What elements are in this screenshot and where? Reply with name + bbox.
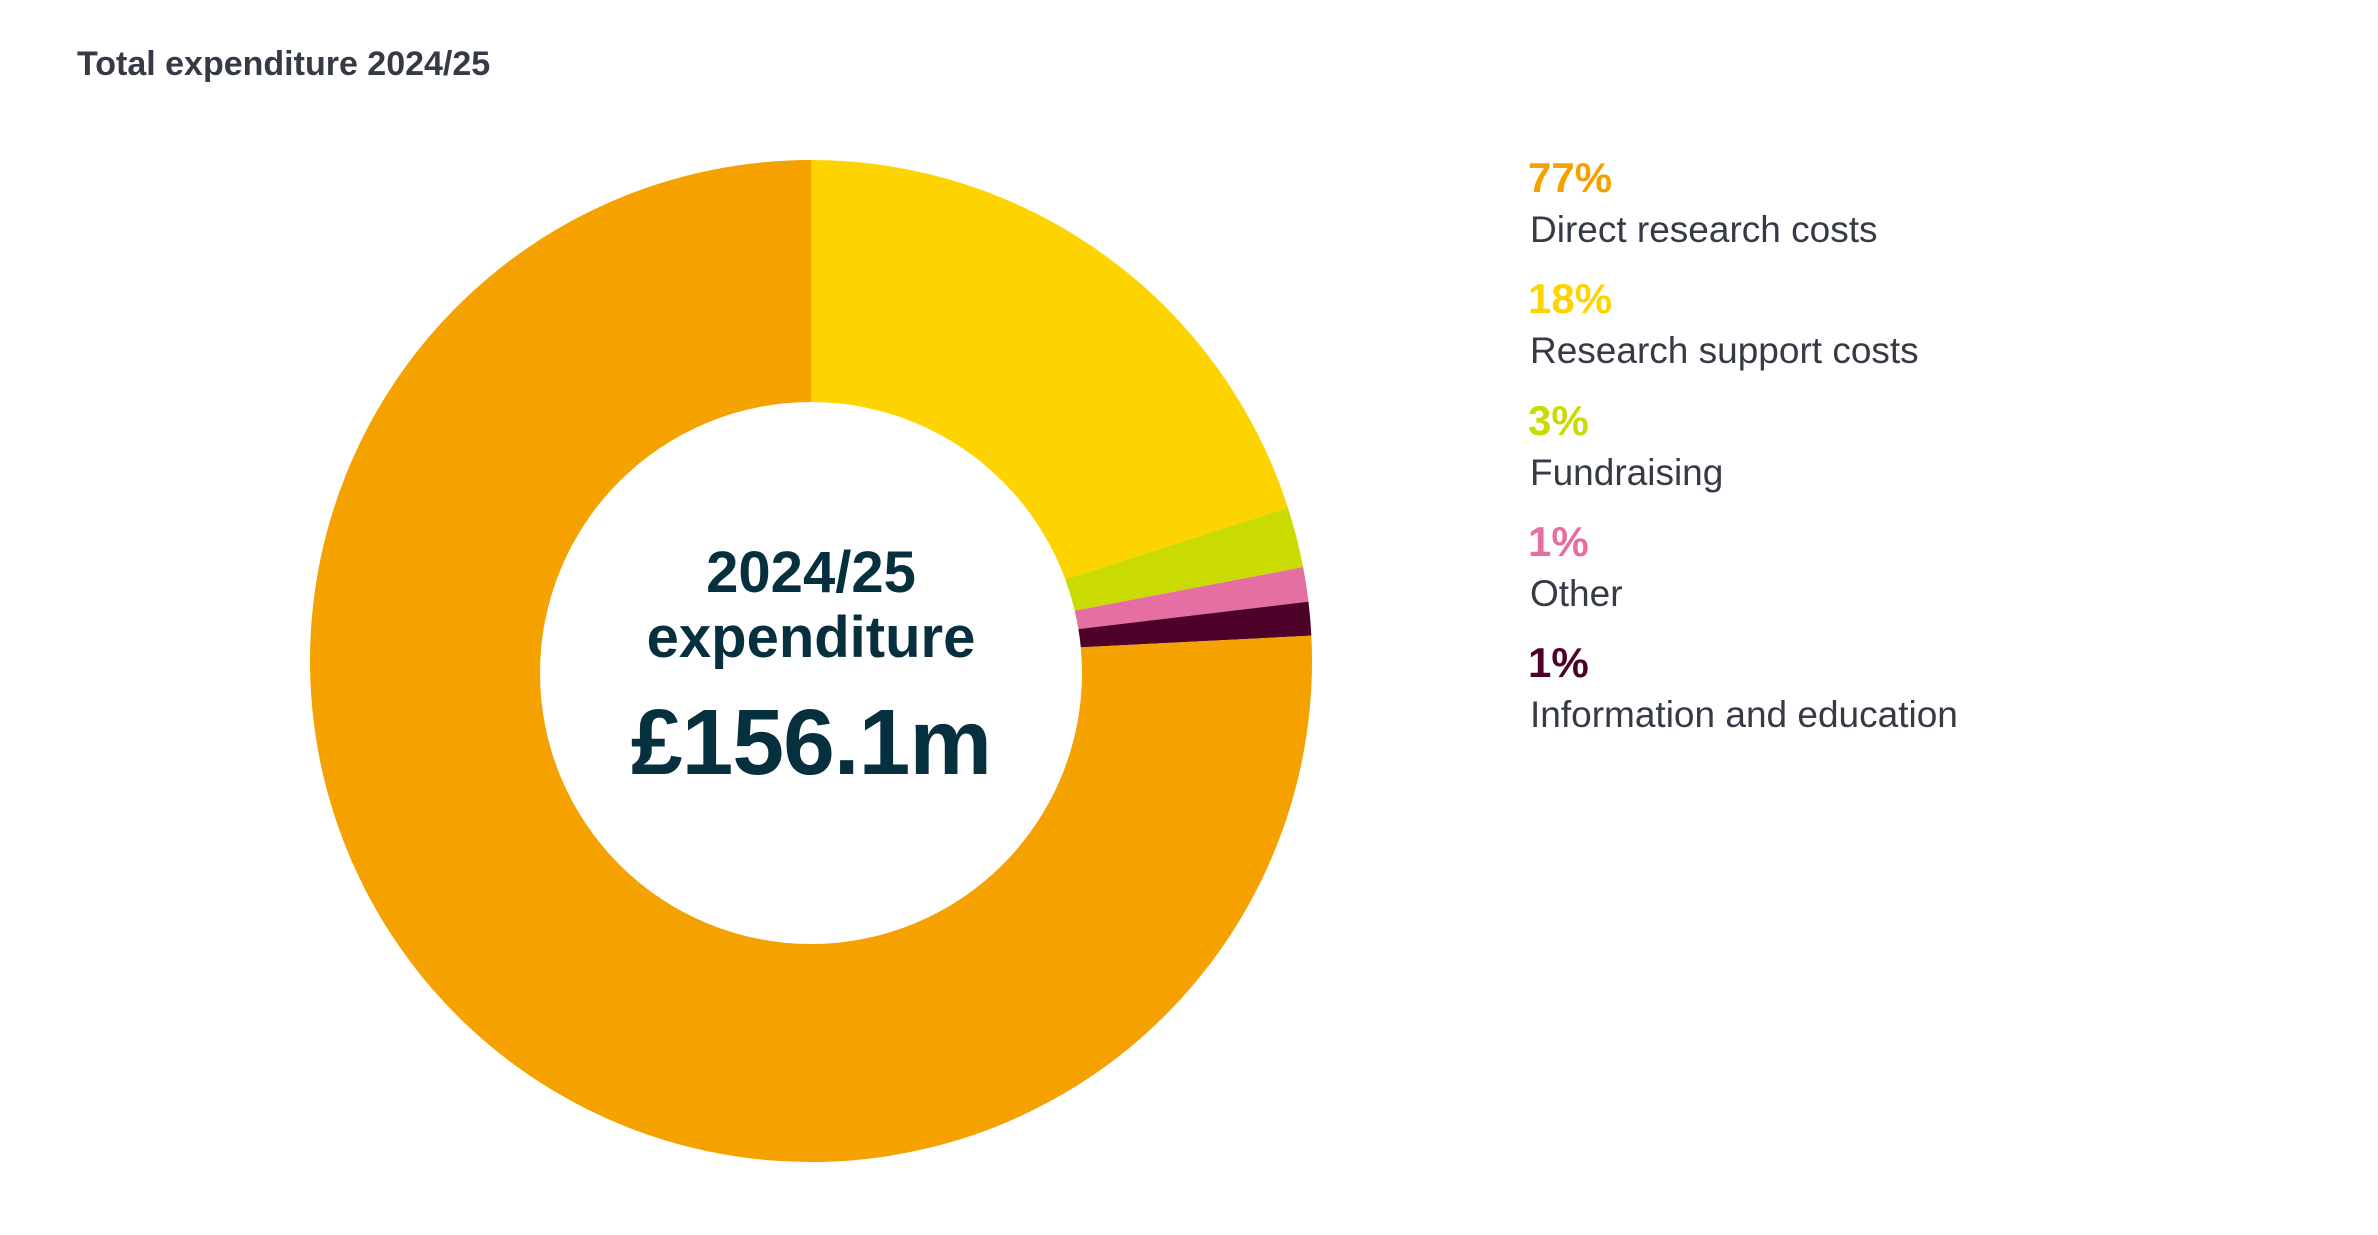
legend-label: Research support costs xyxy=(1530,330,1919,372)
legend-percent: 1% xyxy=(1528,517,1589,565)
legend-label: Other xyxy=(1530,572,1623,614)
chart-title: Total expenditure 2024/25 xyxy=(77,45,491,83)
legend-label: Information and education xyxy=(1530,694,1958,735)
donut-hole xyxy=(540,402,1082,944)
center-label: expenditure xyxy=(646,605,976,670)
legend-percent: 77% xyxy=(1528,154,1613,201)
legend-percent: 3% xyxy=(1528,396,1589,444)
center-year: 2024/25 xyxy=(706,540,916,605)
legend-percent: 18% xyxy=(1528,275,1613,323)
legend-label: Direct research costs xyxy=(1530,209,1878,250)
legend-label: Fundraising xyxy=(1530,451,1724,493)
legend-percent: 1% xyxy=(1528,639,1589,686)
center-amount: £156.1m xyxy=(630,690,992,794)
